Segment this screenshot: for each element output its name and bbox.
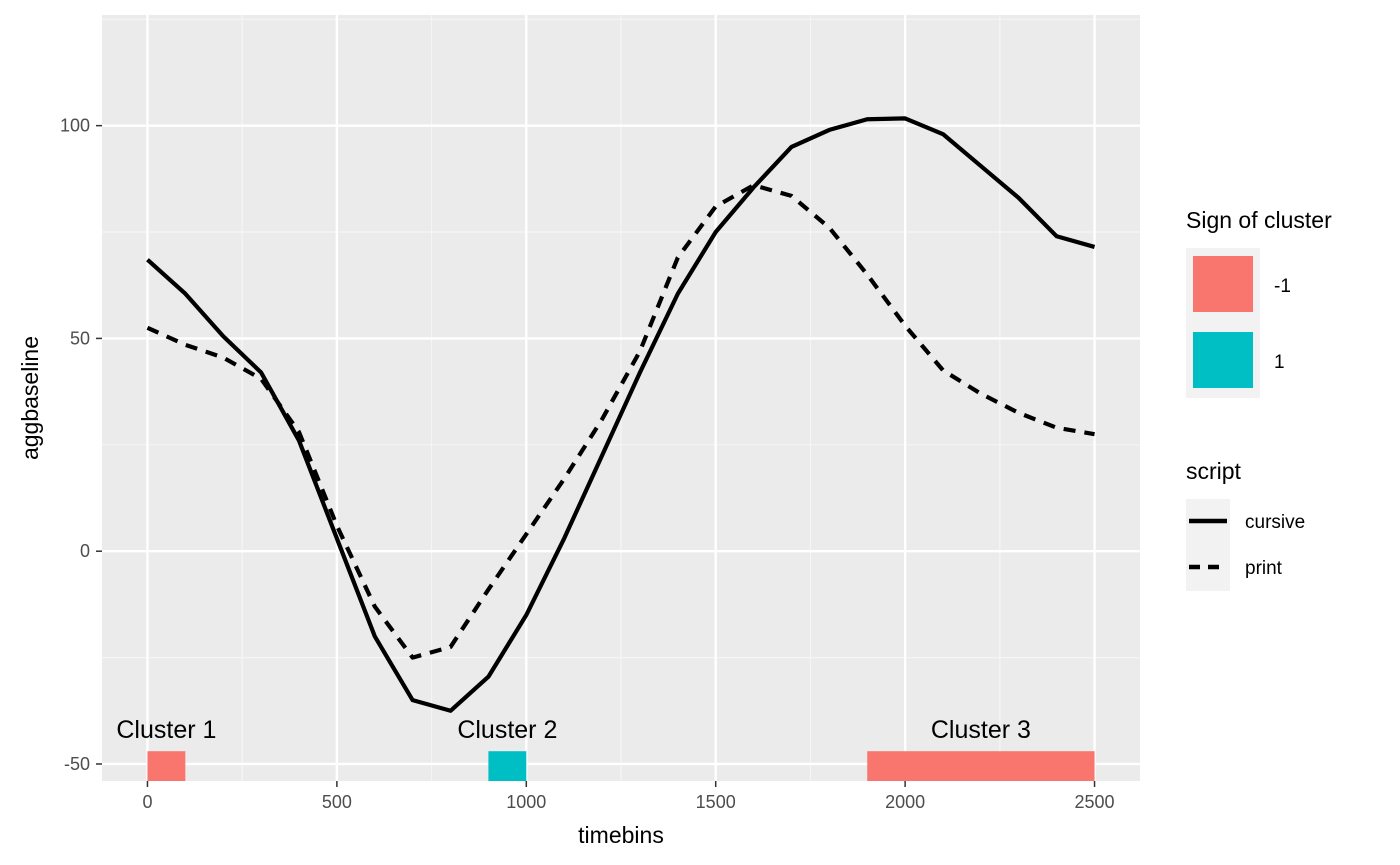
y-axis-title: aggbaseline [17,336,43,460]
x-axis: 0 500 1000 1500 2000 2500 [142,781,1115,812]
cluster-bars [147,751,1095,781]
major-gridlines [102,15,1140,781]
x-tick-label: 0 [142,792,152,812]
legend-fill-key-pos [1193,332,1253,388]
cluster-labels: Cluster 1 Cluster 2 Cluster 3 [116,716,1031,744]
x-tick-label: 1000 [506,792,546,812]
x-tick-label: 500 [322,792,352,812]
series-line-print [146,183,1095,660]
legend-sign-of-cluster: Sign of cluster -1 1 [1186,207,1332,398]
y-tick-label: 100 [60,116,90,136]
minor-gridlines [102,15,1140,781]
legend-script: script cursive print [1186,458,1305,591]
cluster-bar [147,751,186,781]
legend-linetype-key-bg [1186,499,1230,591]
y-tick-label: -50 [64,754,90,774]
legend-fill-title: Sign of cluster [1186,207,1332,233]
series-lines [146,116,1096,713]
x-tick-label: 2500 [1075,792,1115,812]
legend-fill-key-neg [1193,256,1253,312]
y-tick-label: 0 [80,541,90,561]
cluster-bar [867,751,1095,781]
legend-fill-label-pos: 1 [1274,352,1285,373]
x-axis-title: timebins [578,822,664,848]
legend-linetype-title: script [1186,458,1242,484]
legend-linetype-label-cursive: cursive [1245,512,1305,533]
legend-fill-label-neg: -1 [1274,276,1291,297]
x-tick-label: 1500 [696,792,736,812]
legend-linetype-label-print: print [1245,558,1283,579]
series-line-cursive [146,116,1096,713]
y-tick-label: 50 [70,328,90,348]
y-axis: -50 0 50 100 [60,116,102,774]
cluster-label: Cluster 1 [116,716,216,744]
cluster-label: Cluster 2 [457,716,557,744]
cluster-bar [488,751,527,781]
cluster-label: Cluster 3 [931,716,1031,744]
x-tick-label: 2000 [885,792,925,812]
